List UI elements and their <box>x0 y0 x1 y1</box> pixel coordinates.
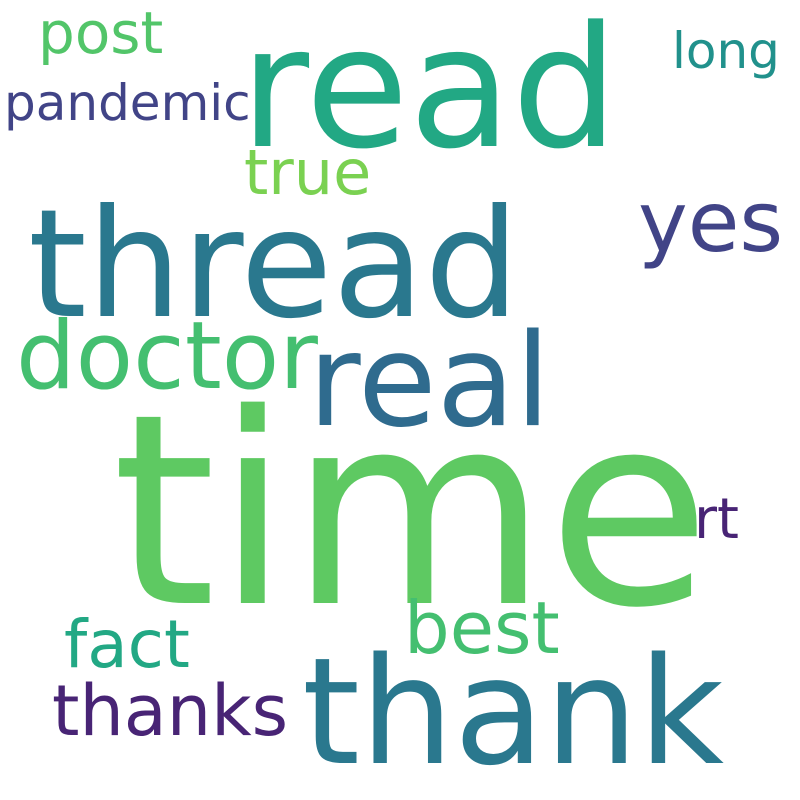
word-time: time <box>112 358 711 666</box>
word-pandemic: pandemic <box>4 74 251 132</box>
word-long: long <box>672 22 780 80</box>
word-best: best <box>404 586 560 670</box>
word-post: post <box>38 0 164 67</box>
word-fact: fact <box>64 606 190 683</box>
word-thanks: thanks <box>52 670 289 752</box>
word-doctor: doctor <box>16 302 318 411</box>
word-rt: rt <box>694 487 739 552</box>
word-true: true <box>244 136 372 209</box>
word-thread: thread <box>28 178 520 352</box>
word-real: real <box>308 307 551 456</box>
word-thank: thank <box>302 626 725 798</box>
word-read: read <box>240 0 619 186</box>
word-yes: yes <box>638 173 784 271</box>
